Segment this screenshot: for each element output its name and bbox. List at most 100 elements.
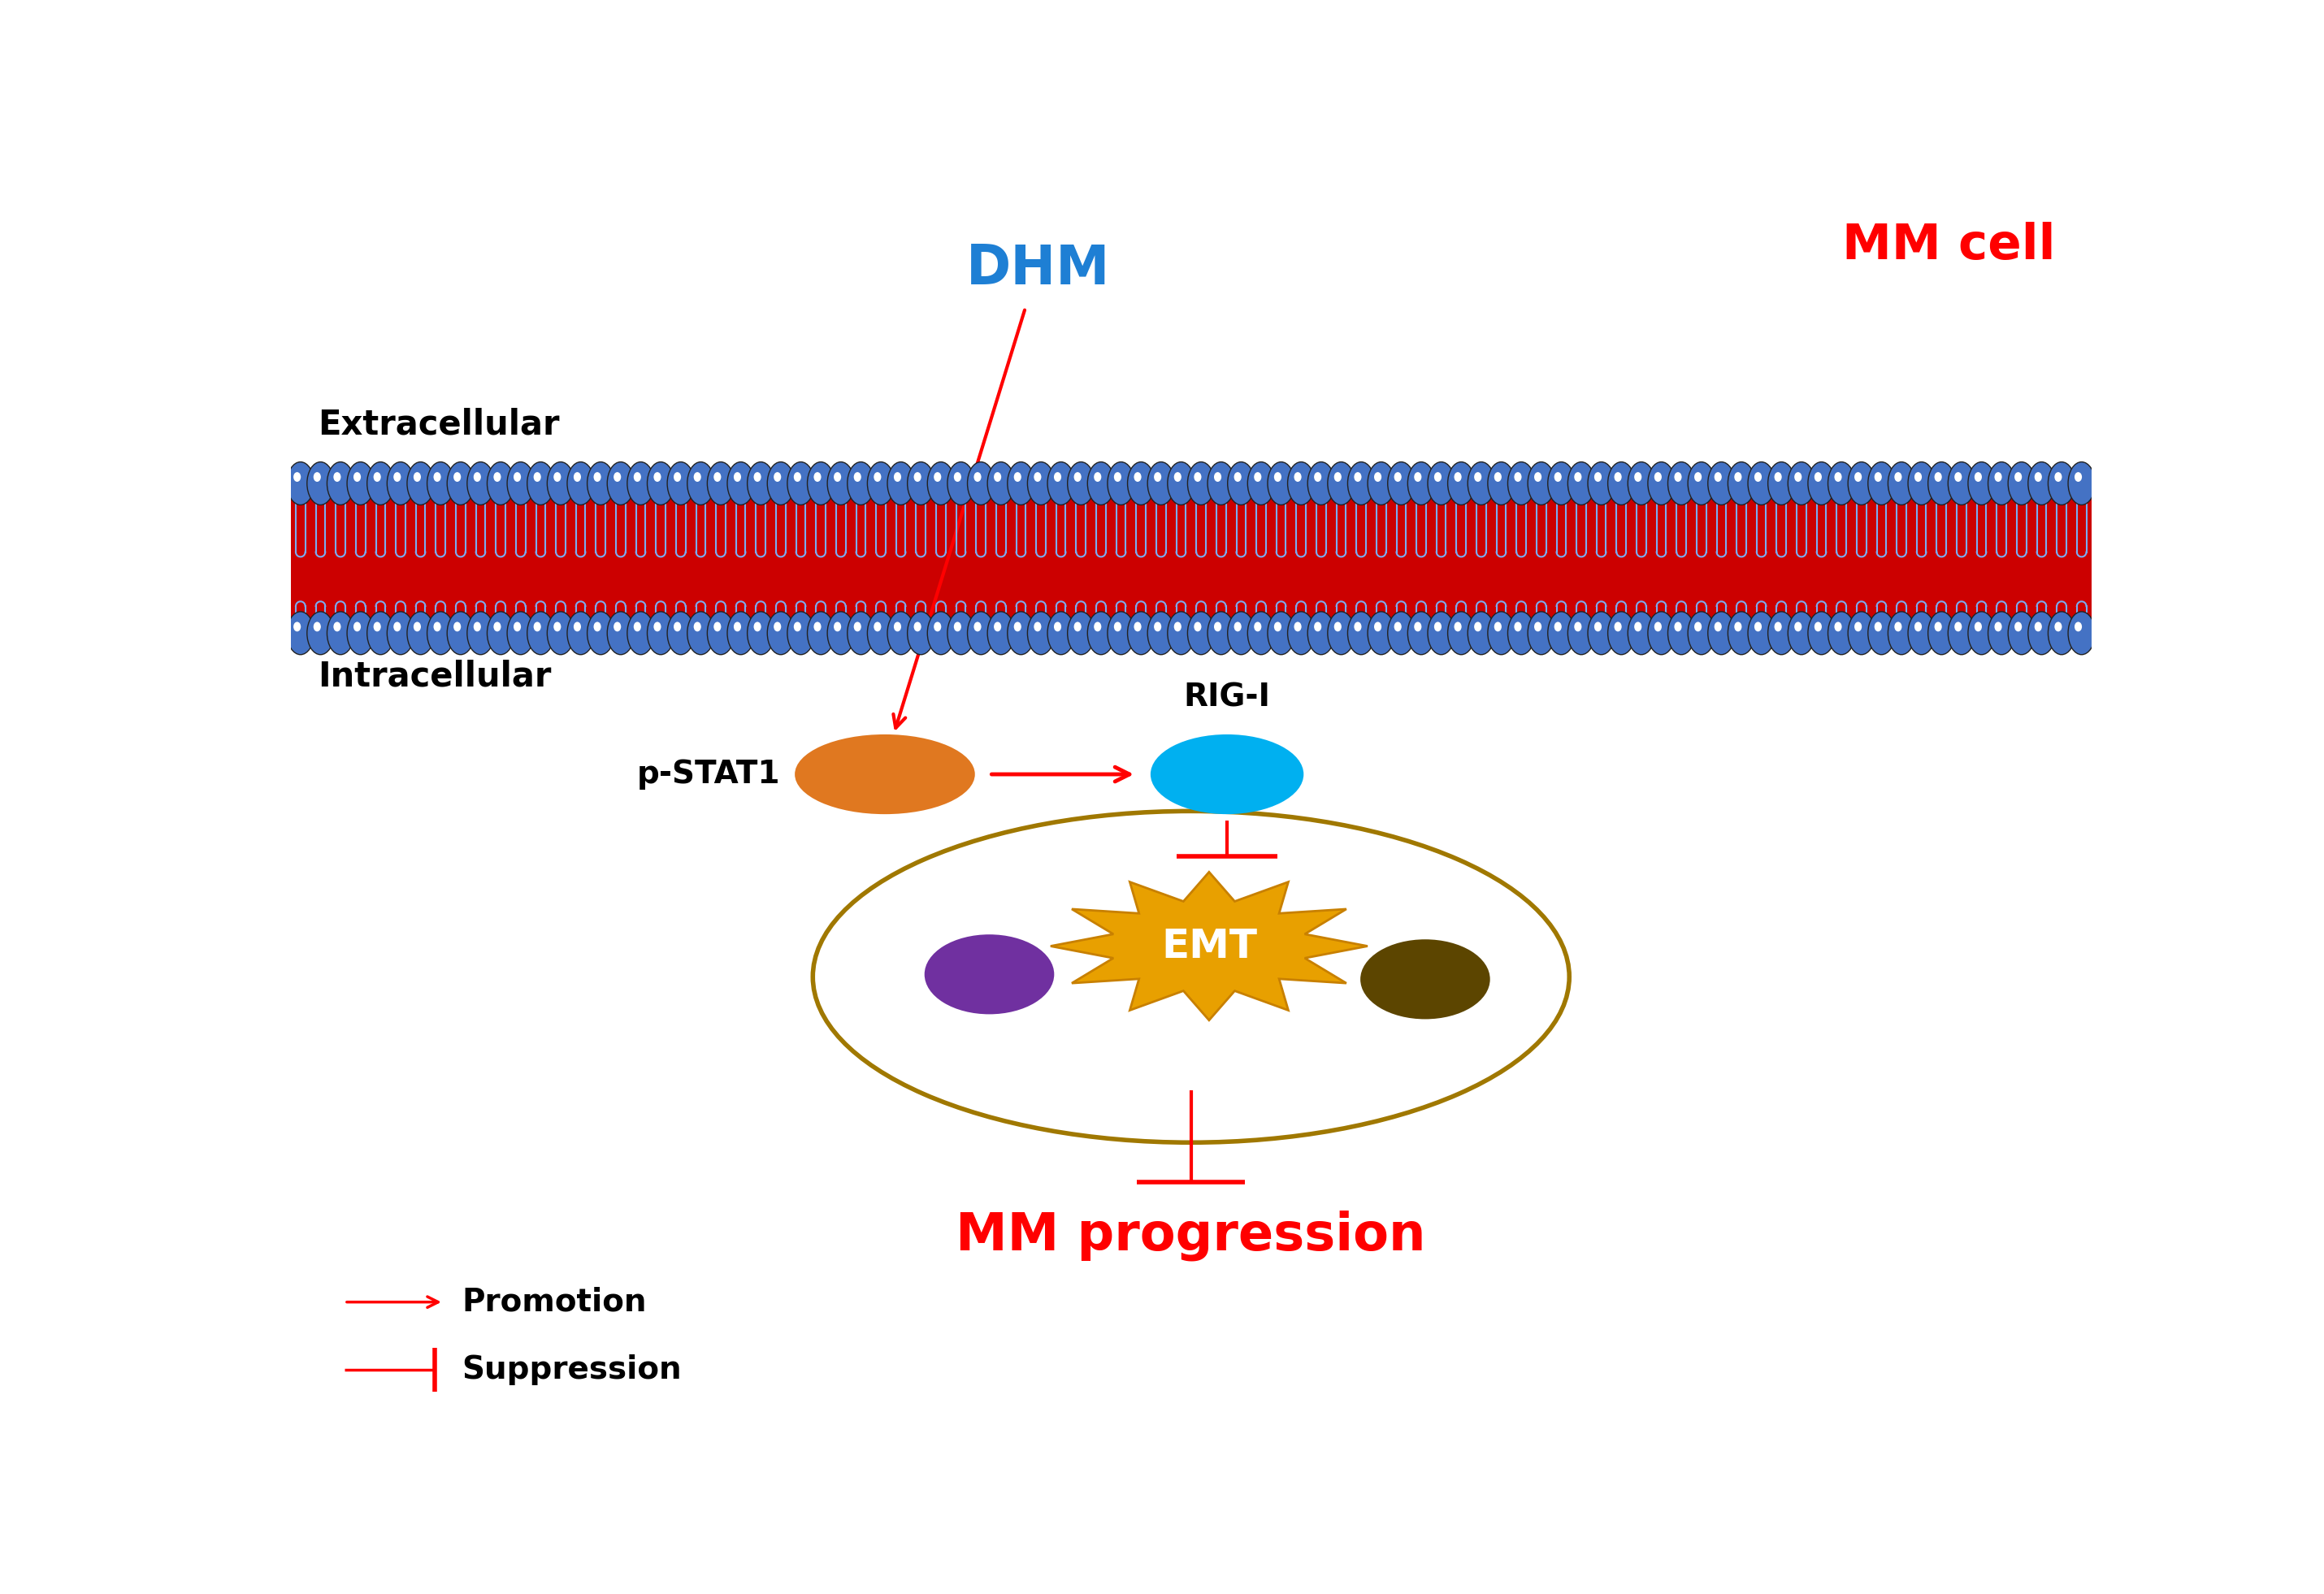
Ellipse shape xyxy=(734,622,741,631)
Ellipse shape xyxy=(948,462,974,505)
Ellipse shape xyxy=(674,622,681,631)
Text: EMT: EMT xyxy=(1162,926,1257,966)
Ellipse shape xyxy=(453,472,460,481)
Ellipse shape xyxy=(435,622,442,631)
Ellipse shape xyxy=(1594,622,1601,631)
Text: Promotion: Promotion xyxy=(462,1286,646,1318)
Ellipse shape xyxy=(1095,472,1102,481)
Ellipse shape xyxy=(553,472,560,481)
Ellipse shape xyxy=(888,612,913,655)
Ellipse shape xyxy=(414,622,421,631)
Ellipse shape xyxy=(1875,472,1882,481)
Ellipse shape xyxy=(1887,462,1915,505)
Ellipse shape xyxy=(774,622,781,631)
Ellipse shape xyxy=(1773,622,1783,631)
Ellipse shape xyxy=(1469,462,1494,505)
Ellipse shape xyxy=(414,472,421,481)
Ellipse shape xyxy=(567,612,595,655)
Ellipse shape xyxy=(1188,612,1215,655)
Ellipse shape xyxy=(888,462,913,505)
Ellipse shape xyxy=(1908,612,1936,655)
Ellipse shape xyxy=(1088,612,1116,655)
Ellipse shape xyxy=(1048,462,1074,505)
Ellipse shape xyxy=(1548,612,1576,655)
Ellipse shape xyxy=(493,472,502,481)
Ellipse shape xyxy=(646,462,674,505)
Ellipse shape xyxy=(1975,622,1982,631)
Ellipse shape xyxy=(1569,462,1594,505)
Ellipse shape xyxy=(1155,622,1162,631)
Ellipse shape xyxy=(1615,472,1622,481)
Text: p-STAT1: p-STAT1 xyxy=(637,759,781,789)
Ellipse shape xyxy=(1794,472,1801,481)
Ellipse shape xyxy=(1213,622,1222,631)
Ellipse shape xyxy=(493,622,502,631)
Ellipse shape xyxy=(927,612,955,655)
Ellipse shape xyxy=(634,622,641,631)
Ellipse shape xyxy=(1234,622,1241,631)
Ellipse shape xyxy=(1715,622,1722,631)
Ellipse shape xyxy=(753,472,762,481)
Ellipse shape xyxy=(1213,472,1222,481)
Ellipse shape xyxy=(1360,939,1490,1019)
Ellipse shape xyxy=(1687,612,1715,655)
Ellipse shape xyxy=(388,612,414,655)
Ellipse shape xyxy=(1787,462,1815,505)
Ellipse shape xyxy=(2029,462,2054,505)
Ellipse shape xyxy=(974,622,981,631)
Ellipse shape xyxy=(1006,612,1034,655)
Ellipse shape xyxy=(407,462,435,505)
Ellipse shape xyxy=(1834,472,1843,481)
Ellipse shape xyxy=(367,462,395,505)
Ellipse shape xyxy=(528,462,553,505)
Text: E-cadherin: E-cadherin xyxy=(902,1036,1078,1063)
Ellipse shape xyxy=(1515,622,1522,631)
Ellipse shape xyxy=(1134,472,1141,481)
Ellipse shape xyxy=(2047,612,2075,655)
Ellipse shape xyxy=(867,612,895,655)
Ellipse shape xyxy=(795,622,802,631)
Ellipse shape xyxy=(1367,462,1394,505)
Polygon shape xyxy=(1050,872,1367,1020)
Ellipse shape xyxy=(1006,462,1034,505)
Ellipse shape xyxy=(1615,622,1622,631)
Ellipse shape xyxy=(774,472,781,481)
Ellipse shape xyxy=(593,622,602,631)
Ellipse shape xyxy=(1929,462,1954,505)
Ellipse shape xyxy=(1195,472,1202,481)
Ellipse shape xyxy=(1448,612,1476,655)
Ellipse shape xyxy=(1327,612,1355,655)
Ellipse shape xyxy=(1234,472,1241,481)
Ellipse shape xyxy=(1287,462,1315,505)
Ellipse shape xyxy=(895,622,902,631)
Ellipse shape xyxy=(2068,462,2096,505)
Ellipse shape xyxy=(1848,462,1875,505)
Ellipse shape xyxy=(1887,612,1915,655)
Ellipse shape xyxy=(453,622,460,631)
Ellipse shape xyxy=(353,472,360,481)
Ellipse shape xyxy=(1894,622,1901,631)
Ellipse shape xyxy=(1455,472,1462,481)
Ellipse shape xyxy=(995,472,1002,481)
Ellipse shape xyxy=(806,462,834,505)
Ellipse shape xyxy=(346,462,374,505)
Ellipse shape xyxy=(332,472,342,481)
Ellipse shape xyxy=(1208,462,1234,505)
Ellipse shape xyxy=(588,612,614,655)
Ellipse shape xyxy=(795,472,802,481)
Ellipse shape xyxy=(1608,612,1634,655)
Ellipse shape xyxy=(874,622,881,631)
Ellipse shape xyxy=(974,472,981,481)
Ellipse shape xyxy=(2015,622,2022,631)
Ellipse shape xyxy=(1334,622,1341,631)
Ellipse shape xyxy=(2034,622,2043,631)
Ellipse shape xyxy=(1088,462,1116,505)
Ellipse shape xyxy=(1669,462,1694,505)
Text: DHM: DHM xyxy=(967,242,1111,295)
Ellipse shape xyxy=(788,612,813,655)
Ellipse shape xyxy=(446,462,474,505)
Ellipse shape xyxy=(667,462,695,505)
Ellipse shape xyxy=(806,612,834,655)
Ellipse shape xyxy=(1434,622,1441,631)
Ellipse shape xyxy=(1687,462,1715,505)
